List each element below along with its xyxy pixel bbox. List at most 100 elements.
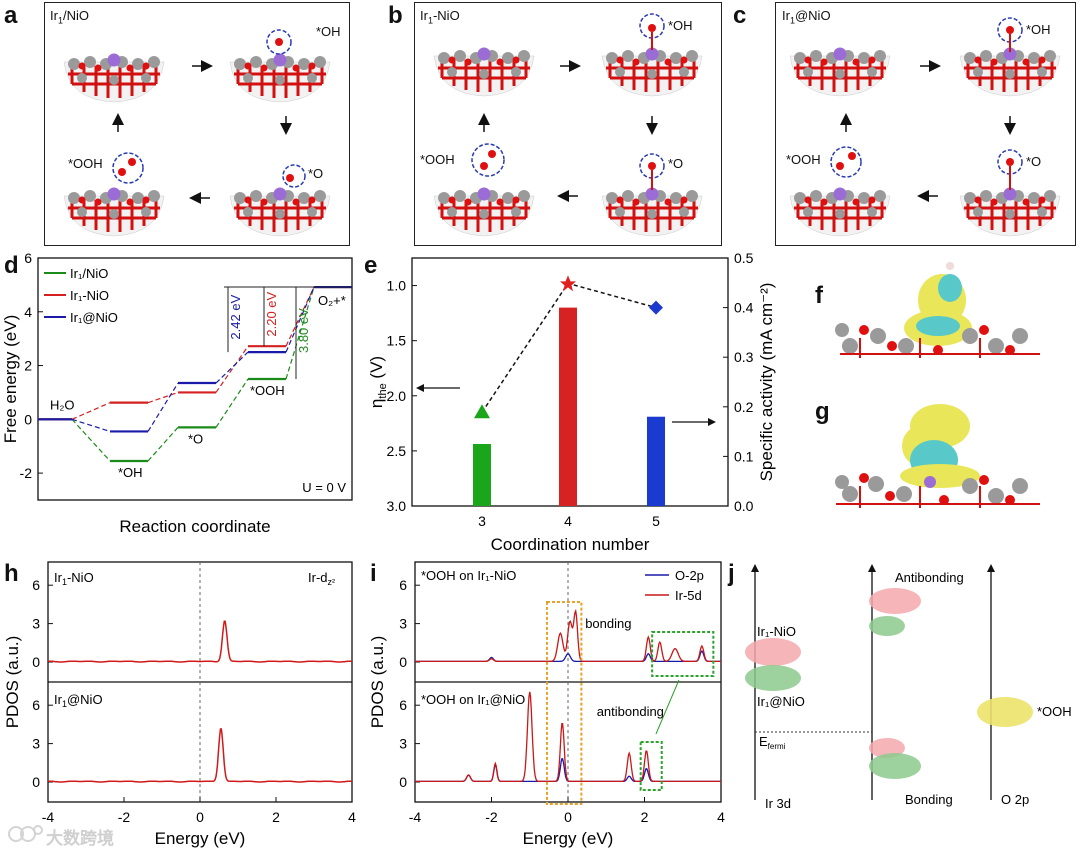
energy-connector bbox=[215, 351, 249, 384]
state-label-oh: *OH bbox=[118, 465, 143, 480]
bar bbox=[647, 416, 665, 506]
gap-label: 3.80 eV bbox=[296, 308, 311, 353]
panel-d-energy-chart: -2 0 2 4 6 Free energy (eV) Reaction coordinat… bbox=[1, 250, 353, 536]
x-tick-label: 0 bbox=[196, 809, 204, 825]
panel-letter-c: c bbox=[733, 2, 747, 29]
panel-b-title: Ir1-NiO bbox=[420, 8, 460, 26]
x-tick-label: 3 bbox=[478, 513, 486, 529]
marker-diamond bbox=[649, 300, 663, 315]
pdos-curve bbox=[48, 620, 352, 663]
bonding-level-a bbox=[869, 738, 905, 758]
panel-letter-a: a bbox=[4, 2, 18, 29]
watermark-logo-icon bbox=[8, 825, 43, 842]
left-axis-pointer-head bbox=[416, 384, 424, 392]
y-tick-label: 3 bbox=[399, 616, 407, 632]
y-tick-label: 3 bbox=[32, 736, 40, 752]
left-axis-label: ηthe (V) bbox=[367, 356, 389, 408]
panel-a-oh-label: *OH bbox=[316, 24, 341, 39]
ooh-level bbox=[977, 697, 1033, 727]
panel-c-oh-label: *OH bbox=[1026, 22, 1051, 37]
y-tick-label: 3 bbox=[32, 616, 40, 632]
y-tick-label: 4 bbox=[24, 304, 32, 320]
panel-letter-d: d bbox=[4, 252, 19, 279]
y-tick-label: 6 bbox=[32, 577, 40, 593]
x-axis-label: Reaction coordinate bbox=[119, 517, 270, 536]
antibonding-label: Antibonding bbox=[895, 570, 964, 585]
x-tick-label: 4 bbox=[564, 513, 572, 529]
y-tick-label: -2 bbox=[20, 465, 33, 481]
x-tick-label: 2 bbox=[641, 809, 649, 825]
antibonding-highlight-box-bottom bbox=[639, 741, 663, 791]
panel-letter-h: h bbox=[4, 560, 19, 587]
x-axis-label: Energy (eV) bbox=[523, 829, 614, 848]
antibonding-annotation: antibonding bbox=[597, 704, 664, 719]
right-tick-label: 0.4 bbox=[734, 300, 754, 316]
panel-c-title: Ir1@NiO bbox=[782, 8, 831, 26]
panel-letter-g: g bbox=[815, 398, 830, 425]
x-tick-label: -2 bbox=[485, 809, 498, 825]
antibonding-level-a bbox=[869, 588, 921, 614]
energy-connector bbox=[285, 286, 315, 353]
y-tick-label: 0 bbox=[399, 654, 407, 670]
y-tick-label: 6 bbox=[399, 577, 407, 593]
antibonding-level-b bbox=[869, 616, 905, 636]
panel-letter-i: i bbox=[370, 560, 377, 587]
y-tick-label: 6 bbox=[399, 697, 407, 713]
y-tick-label: 6 bbox=[24, 250, 32, 266]
bar bbox=[559, 307, 577, 506]
legend-label: Ir₁@NiO bbox=[70, 310, 118, 325]
gap-label: 2.42 eV bbox=[228, 294, 243, 339]
energy-connector bbox=[215, 345, 249, 393]
y-tick-label: 6 bbox=[32, 697, 40, 713]
energy-axis-arrowhead bbox=[751, 564, 759, 572]
panel-b-oh-label: *OH bbox=[668, 18, 693, 33]
x-tick-label: 5 bbox=[652, 513, 660, 529]
right-tick-label: 0.2 bbox=[734, 399, 754, 415]
x-tick-label: -4 bbox=[409, 809, 422, 825]
state-label-ooh: *OOH bbox=[250, 383, 285, 398]
x-tick-label: 4 bbox=[348, 809, 356, 825]
top-system-label: Ir1-NiO bbox=[54, 570, 94, 587]
ir-at-nio-level bbox=[745, 665, 801, 691]
x-tick-label: 2 bbox=[272, 809, 280, 825]
antibonding-highlight-box-top bbox=[651, 631, 715, 677]
panel-f-structure bbox=[835, 262, 1040, 358]
legend-label: O-2p bbox=[675, 568, 704, 583]
bonding-label: Bonding bbox=[905, 792, 953, 807]
panel-letter-f: f bbox=[815, 282, 823, 309]
y-tick-label: 2 bbox=[24, 358, 32, 374]
panel-letter-j: j bbox=[728, 560, 735, 587]
state-label-h2o: H₂O bbox=[50, 397, 75, 412]
legend-label: Ir-5d bbox=[675, 588, 702, 603]
legend-label: Ir₁/NiO bbox=[70, 266, 108, 281]
left-tick-label: 3.0 bbox=[387, 498, 407, 514]
right-tick-label: 0.1 bbox=[734, 448, 754, 464]
energy-connector bbox=[285, 286, 315, 347]
energy-connector bbox=[147, 391, 179, 404]
bottom-system-label: *OOH on Ir₁@NiO bbox=[421, 692, 525, 707]
energy-connector bbox=[71, 418, 111, 462]
y-tick-label: 3 bbox=[399, 736, 407, 752]
left-tick-label: 1.0 bbox=[387, 278, 407, 294]
ooh-label: *OOH bbox=[1037, 704, 1072, 719]
marker-triangle bbox=[474, 404, 490, 419]
energy-connector bbox=[147, 382, 179, 432]
legend-label: Ir₁-NiO bbox=[70, 288, 109, 303]
y-axis-label: Free energy (eV) bbox=[1, 315, 20, 444]
energy-axis-arrowhead bbox=[868, 564, 876, 572]
energy-axis-arrowhead bbox=[987, 564, 995, 572]
antibonding-connector bbox=[655, 679, 680, 735]
panel-a-o-label: *O bbox=[308, 166, 324, 181]
x-tick-label: 0 bbox=[564, 809, 572, 825]
x-tick-label: 4 bbox=[717, 809, 725, 825]
panel-c-ooh-label: *OOH bbox=[786, 152, 821, 167]
orbital-label: Ir-dz² bbox=[308, 570, 335, 587]
panel-h-pdos-chart: 0 3 6 0 3 6 -4 -2 0 2 4 Energy (eV) PDOS (a.u.) Ir1-N… bbox=[3, 561, 356, 848]
plot-frame bbox=[37, 257, 353, 501]
panel-letter-b: b bbox=[388, 2, 403, 29]
left-tick-label: 2.0 bbox=[387, 388, 407, 404]
right-tick-label: 0.0 bbox=[734, 498, 754, 514]
ir-at-nio-label: Ir₁@NiO bbox=[757, 694, 805, 709]
ir-nio-level bbox=[745, 638, 801, 666]
condition-label: U = 0 V bbox=[302, 480, 346, 495]
